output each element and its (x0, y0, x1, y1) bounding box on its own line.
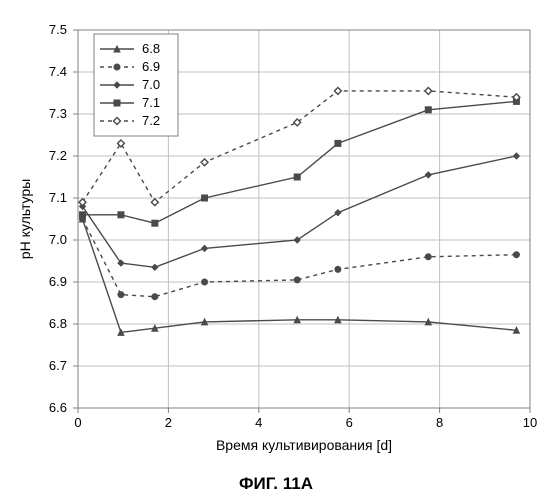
y-axis-label: pH культуры (17, 179, 33, 259)
legend-label: 7.0 (142, 77, 160, 92)
legend-label: 7.1 (142, 95, 160, 110)
x-tick-label: 8 (436, 415, 443, 430)
x-tick-label: 0 (74, 415, 81, 430)
legend-label: 6.9 (142, 59, 160, 74)
x-tick-label: 4 (255, 415, 262, 430)
y-tick-label: 7.5 (49, 22, 67, 37)
x-tick-label: 2 (165, 415, 172, 430)
y-tick-label: 6.6 (49, 400, 67, 415)
y-tick-label: 7.1 (49, 190, 67, 205)
x-tick-label: 10 (523, 415, 537, 430)
y-tick-label: 7.4 (49, 64, 67, 79)
y-tick-label: 7.2 (49, 148, 67, 163)
figure-container: 0 2 4 6 8 10 6.6 6.7 6.8 6.9 7.0 7.1 7.2 7.3 7.4 7.5 Вре… (0, 0, 552, 500)
x-axis-label: Время культивирования [d] (216, 437, 392, 453)
y-tick-label: 6.8 (49, 316, 67, 331)
line-chart: 0 2 4 6 8 10 6.6 6.7 6.8 6.9 7.0 7.1 7.2 7.3 7.4 7.5 Вре… (0, 0, 552, 500)
legend-label: 6.8 (142, 41, 160, 56)
legend-label: 7.2 (142, 113, 160, 128)
legend: 6.8 6.9 7.0 7.1 7.2 (94, 34, 178, 136)
y-tick-label: 6.7 (49, 358, 67, 373)
figure-caption: ФИГ. 11A (0, 474, 552, 494)
y-tick-label: 6.9 (49, 274, 67, 289)
y-tick-label: 7.0 (49, 232, 67, 247)
y-tick-label: 7.3 (49, 106, 67, 121)
x-tick-label: 6 (346, 415, 353, 430)
